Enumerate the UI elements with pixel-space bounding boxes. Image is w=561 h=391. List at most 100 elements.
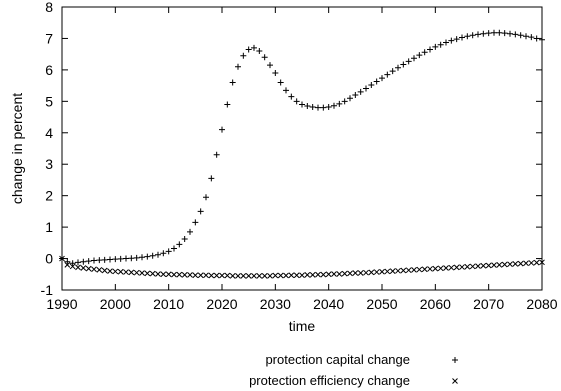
data-point-plus: [80, 258, 87, 265]
data-point-plus: [459, 34, 465, 41]
data-point-cross: [192, 272, 199, 279]
data-point-cross: [432, 265, 439, 272]
data-point-cross: [341, 270, 348, 277]
data-point-cross: [453, 264, 460, 271]
x-tick-label: 2080: [526, 296, 557, 312]
data-point-cross: [277, 272, 284, 279]
data-point-cross: [469, 263, 476, 270]
data-point-cross: [117, 268, 124, 275]
data-point-cross: [309, 272, 316, 278]
data-point-cross: [85, 265, 92, 272]
x-tick-label: 2020: [206, 296, 237, 312]
data-point-cross: [405, 267, 412, 274]
data-point-plus: [395, 64, 401, 71]
data-point-plus: [320, 104, 327, 111]
data-point-cross: [528, 260, 535, 266]
data-point-plus: [427, 46, 433, 53]
data-point-cross: [261, 272, 268, 279]
data-point-plus: [283, 87, 289, 94]
data-point-plus: [128, 255, 135, 262]
legend: protection capital change protection eff…: [249, 352, 458, 388]
data-point-plus: [149, 252, 156, 259]
data-point-plus: [363, 85, 369, 92]
data-point-plus: [432, 43, 439, 50]
data-point-cross: [203, 272, 209, 279]
data-point-cross: [331, 271, 337, 277]
data-point-cross: [448, 264, 455, 271]
x-tick-label: 2070: [473, 296, 504, 312]
data-point-cross: [213, 272, 220, 279]
data-point-plus: [288, 93, 295, 100]
data-point-cross: [373, 269, 380, 275]
x-tick-label: 2040: [313, 296, 344, 312]
data-point-plus: [261, 54, 268, 61]
data-point-plus: [91, 257, 97, 264]
legend-label-protection-capital-change: protection capital change: [265, 352, 410, 367]
data-point-plus: [528, 34, 535, 41]
data-point-cross: [336, 271, 343, 277]
data-point-plus: [139, 254, 145, 261]
data-point-cross: [139, 270, 145, 276]
data-point-plus: [400, 61, 407, 68]
data-point-cross: [523, 260, 529, 267]
legend-marker-cross: [452, 378, 458, 384]
data-point-plus: [112, 256, 119, 263]
data-point-cross: [325, 271, 332, 278]
data-point-plus: [501, 30, 508, 37]
data-point-cross: [427, 266, 433, 272]
data-point-plus: [299, 101, 305, 108]
data-point-cross: [144, 270, 151, 277]
data-point-plus: [203, 194, 209, 201]
data-point-plus: [373, 78, 380, 85]
data-point-plus: [144, 253, 151, 260]
data-point-cross: [496, 261, 503, 268]
data-point-cross: [187, 272, 193, 278]
y-tick-label: 2: [45, 188, 53, 204]
data-point-cross: [219, 272, 225, 279]
data-point-cross: [443, 265, 449, 271]
y-tick-label: 4: [45, 125, 53, 141]
data-point-plus: [69, 260, 76, 267]
data-point-plus: [213, 151, 220, 158]
data-point-cross: [485, 262, 492, 269]
data-point-cross: [411, 267, 417, 273]
data-point-cross: [208, 272, 215, 279]
data-point-cross: [251, 272, 257, 279]
data-point-cross: [416, 266, 423, 273]
data-point-plus: [85, 258, 92, 265]
data-point-cross: [512, 261, 519, 267]
x-tick-labels: 1990 2000 2010 2020 2030 2040 2050 2060 2070 2080: [46, 296, 557, 312]
data-point-plus: [475, 31, 481, 38]
tick-marks: [61, 6, 543, 291]
x-tick-label: 2060: [420, 296, 451, 312]
data-point-cross: [171, 271, 177, 278]
data-point-plus: [267, 62, 273, 69]
y-tick-label: 5: [45, 93, 53, 109]
y-tick-label: 7: [45, 30, 53, 46]
data-point-plus: [235, 63, 241, 70]
data-point-plus: [523, 33, 529, 40]
data-point-cross: [181, 272, 188, 278]
data-point-plus: [133, 254, 140, 261]
data-point-cross: [320, 271, 327, 278]
data-point-plus: [101, 256, 108, 263]
data-point-plus: [411, 55, 417, 62]
data-point-plus: [448, 37, 455, 44]
data-point-plus: [181, 236, 188, 243]
data-point-cross: [272, 272, 279, 279]
data-point-plus: [187, 228, 193, 235]
data-point-cross: [91, 266, 97, 273]
data-point-plus: [496, 29, 503, 36]
data-point-plus: [421, 49, 428, 56]
series-protection-efficiency-change: [59, 255, 545, 279]
data-point-cross: [384, 268, 391, 275]
data-point-cross: [75, 264, 81, 271]
data-point-plus: [341, 98, 348, 105]
data-point-cross: [267, 272, 273, 279]
legend-marker-plus: [452, 357, 458, 363]
y-axis-label: change in percent: [9, 93, 25, 204]
data-point-cross: [475, 263, 481, 269]
data-point-plus: [336, 100, 343, 107]
data-point-plus: [533, 35, 540, 42]
data-point-cross: [80, 265, 87, 271]
